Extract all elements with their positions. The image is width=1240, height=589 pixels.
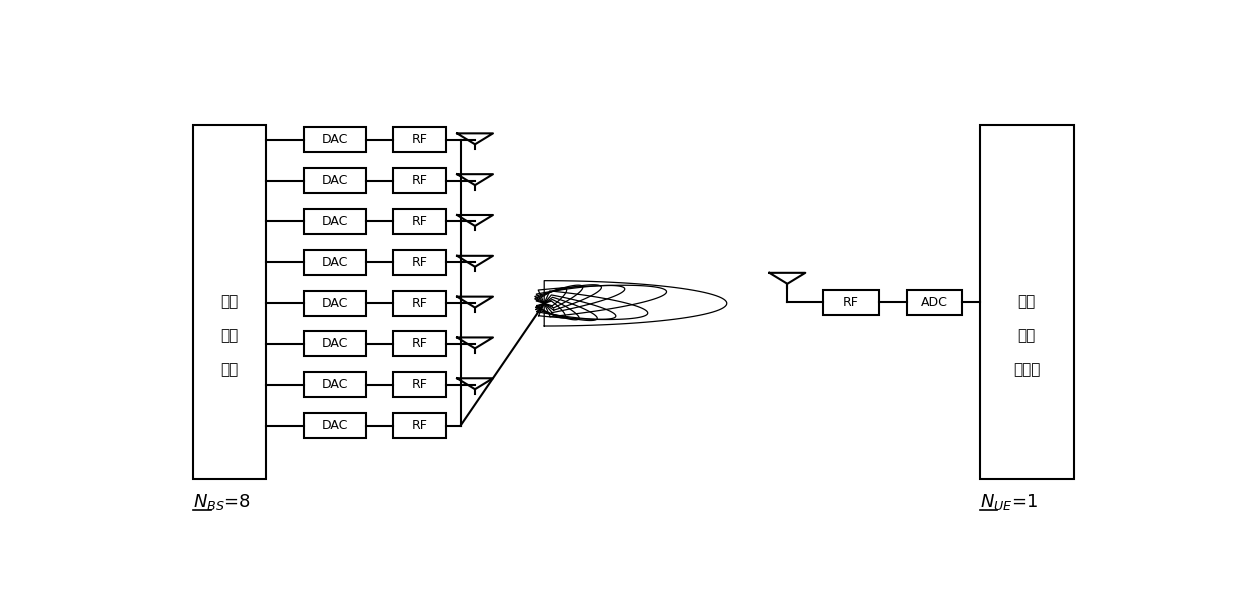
Bar bbox=[304, 290, 367, 316]
Bar bbox=[393, 290, 446, 316]
Bar bbox=[304, 168, 367, 193]
Text: DAC: DAC bbox=[322, 297, 348, 310]
Text: RF: RF bbox=[412, 215, 428, 228]
Text: DAC: DAC bbox=[322, 337, 348, 350]
Bar bbox=[304, 127, 367, 153]
Text: RF: RF bbox=[412, 256, 428, 269]
Text: RF: RF bbox=[412, 133, 428, 146]
Text: DAC: DAC bbox=[322, 256, 348, 269]
Text: RF: RF bbox=[412, 297, 428, 310]
Text: 系统: 系统 bbox=[1018, 329, 1035, 343]
Bar bbox=[980, 125, 1074, 479]
Text: 基站: 基站 bbox=[221, 362, 238, 378]
Bar bbox=[393, 372, 446, 397]
Bar bbox=[906, 290, 962, 315]
Bar bbox=[304, 332, 367, 356]
Bar bbox=[304, 250, 367, 274]
Bar bbox=[193, 125, 265, 479]
Bar bbox=[393, 250, 446, 274]
Bar bbox=[393, 127, 446, 153]
Text: RF: RF bbox=[412, 378, 428, 391]
Text: 系统: 系统 bbox=[221, 329, 238, 343]
Text: DAC: DAC bbox=[322, 419, 348, 432]
Text: RF: RF bbox=[843, 296, 859, 309]
Text: 微波: 微波 bbox=[221, 294, 238, 309]
Text: 微波: 微波 bbox=[1018, 294, 1035, 309]
Bar bbox=[393, 413, 446, 438]
Bar bbox=[393, 168, 446, 193]
Bar bbox=[304, 209, 367, 234]
Text: RF: RF bbox=[412, 419, 428, 432]
Bar bbox=[393, 332, 446, 356]
Text: RF: RF bbox=[412, 337, 428, 350]
Text: DAC: DAC bbox=[322, 378, 348, 391]
Text: RF: RF bbox=[412, 174, 428, 187]
Bar bbox=[304, 413, 367, 438]
Bar bbox=[823, 290, 879, 315]
Text: DAC: DAC bbox=[322, 174, 348, 187]
Text: $\it{N}_{UE}$=1: $\it{N}_{UE}$=1 bbox=[980, 492, 1038, 511]
Bar bbox=[304, 372, 367, 397]
Bar bbox=[393, 209, 446, 234]
Text: ADC: ADC bbox=[921, 296, 947, 309]
Text: DAC: DAC bbox=[322, 133, 348, 146]
Text: 用户一: 用户一 bbox=[1013, 362, 1040, 378]
Text: DAC: DAC bbox=[322, 215, 348, 228]
Text: $\it{N}_{BS}$=8: $\it{N}_{BS}$=8 bbox=[193, 492, 252, 511]
